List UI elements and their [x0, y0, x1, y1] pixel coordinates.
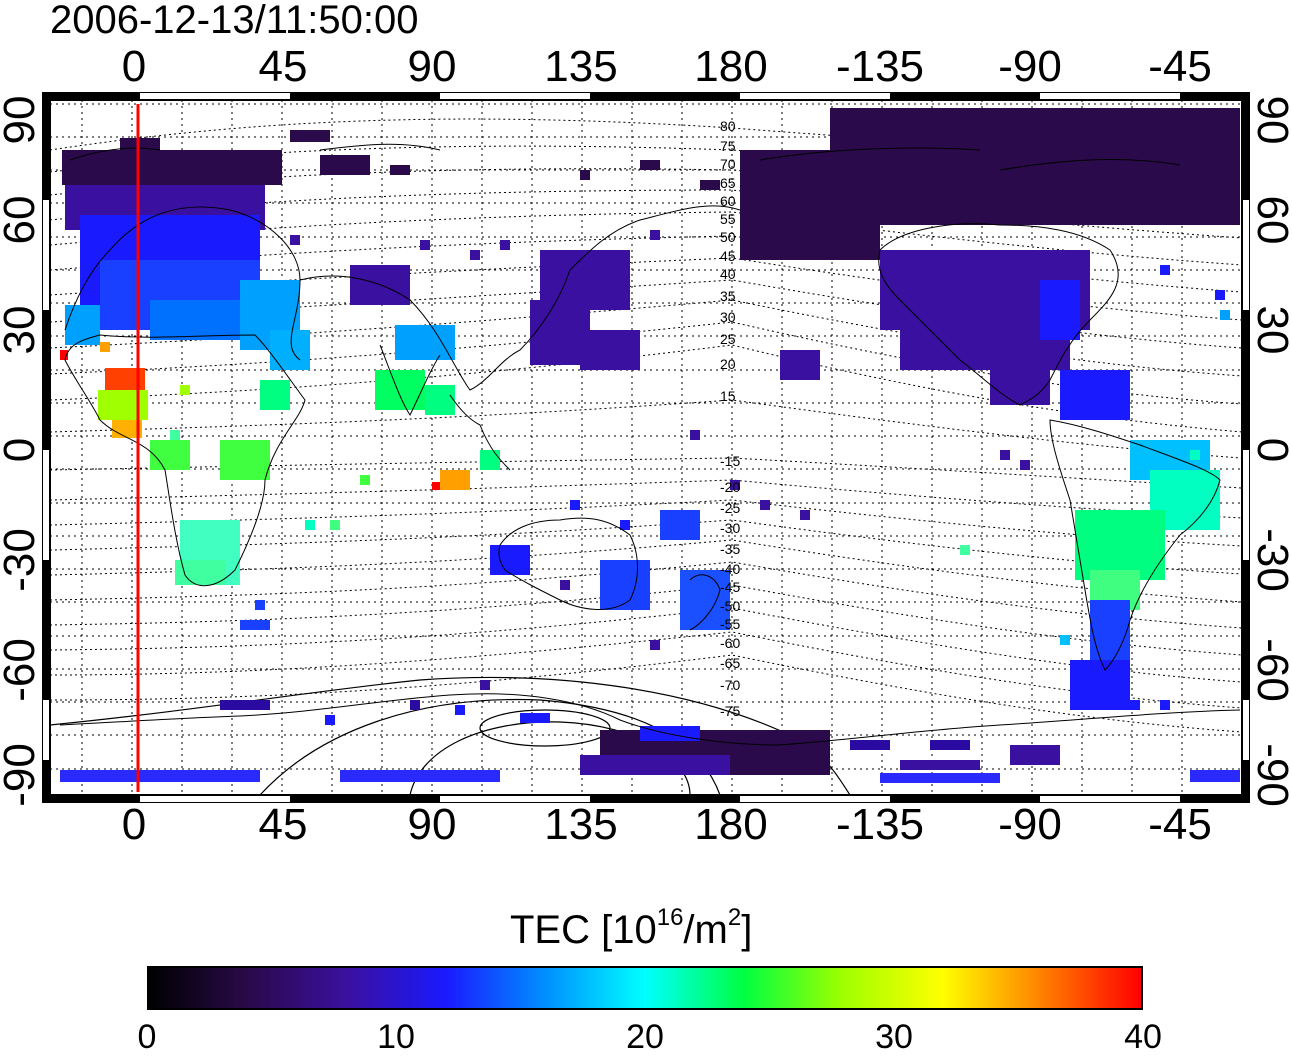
y-tick-right-3: 0	[1247, 438, 1292, 462]
contour-label-n65: 65	[720, 175, 736, 191]
contour-label-s20: -20	[720, 479, 740, 495]
y-tick-right-1: 60	[1248, 195, 1292, 245]
colorbar-gradient	[147, 966, 1143, 1010]
left-axis-bar	[42, 92, 50, 803]
y-tick-left-4: -30	[0, 528, 44, 592]
tec-world-map: 80 75 70 65 60 55 50 45 40 35 30 25 20 1…	[42, 92, 1250, 803]
colorbar-tick-1: 10	[377, 1018, 415, 1056]
x-tick-top-1: 45	[258, 42, 308, 91]
colorbar-title-main: TEC [10	[510, 908, 657, 952]
y-tick-left-0: 90	[0, 95, 44, 145]
y-tick-right-0: 90	[1248, 95, 1292, 145]
contour-label-n20: 20	[720, 356, 736, 372]
contour-label-n25: 25	[720, 331, 736, 347]
contour-label-s60: -60	[720, 635, 740, 651]
contour-label-s40: -40	[720, 561, 740, 577]
contour-label-n50: 50	[720, 229, 736, 245]
x-tick-top-4: 180	[694, 42, 768, 91]
y-tick-left-6: -90	[0, 743, 44, 807]
colorbar-title-end: ]	[741, 908, 753, 952]
x-tick-bottom-7: -45	[1148, 800, 1212, 849]
contour-label-n45: 45	[720, 248, 736, 264]
colorbar-tick-4: 40	[1124, 1018, 1162, 1056]
x-tick-bottom-4: 180	[694, 800, 768, 849]
axis-bar-gaps	[43, 93, 1249, 802]
map-timestamp-title: 2006-12-13/11:50:00	[50, 0, 419, 42]
contour-label-s15: -15	[720, 453, 740, 469]
colorbar-tick-3: 30	[875, 1018, 913, 1056]
contour-label-n35: 35	[720, 288, 736, 304]
tec-data-patches	[60, 108, 1240, 783]
x-tick-bottom-6: -90	[998, 800, 1062, 849]
contour-label-s50: -50	[720, 598, 740, 614]
contour-label-n40: 40	[720, 266, 736, 282]
y-tick-right-6: -90	[1248, 743, 1292, 807]
contour-label-n80: 80	[720, 118, 736, 134]
x-tick-top-0: 0	[121, 42, 147, 91]
contour-label-n70: 70	[720, 156, 736, 172]
contour-label-n55: 55	[720, 211, 736, 227]
y-tick-right-5: -60	[1248, 638, 1292, 702]
colorbar-tick-2: 20	[626, 1018, 664, 1056]
contour-label-n30: 30	[720, 309, 736, 325]
coastlines	[59, 143, 1241, 746]
contour-label-s30: -30	[720, 520, 740, 536]
colorbar-tick-0: 0	[137, 1018, 157, 1056]
x-tick-bottom-1: 45	[258, 800, 308, 849]
x-tick-top-5: -135	[835, 42, 925, 91]
colorbar-title-exp1: 16	[656, 904, 684, 931]
x-tick-bottom-2: 90	[407, 800, 457, 849]
x-tick-bottom-5: -135	[835, 800, 925, 849]
x-tick-top-7: -45	[1148, 42, 1212, 91]
contour-label-s55: -55	[720, 616, 740, 632]
x-tick-top-2: 90	[407, 42, 457, 91]
y-tick-left-3: 0	[0, 438, 45, 462]
contour-label-s35: -35	[720, 541, 740, 557]
contour-label-s70: -70	[720, 677, 740, 693]
colorbar-title-mid: /m	[683, 908, 728, 952]
x-tick-bottom-0: 0	[121, 800, 147, 849]
right-axis-bar	[1242, 92, 1250, 803]
contour-label-s45: -45	[720, 579, 740, 595]
colorbar-title-exp2: 2	[727, 904, 742, 931]
contour-label-s75: -75	[720, 703, 740, 719]
contour-label-n75: 75	[720, 138, 736, 154]
bottom-axis-bar	[50, 795, 1242, 803]
x-tick-top-6: -90	[998, 42, 1062, 91]
y-tick-right-2: 30	[1248, 305, 1292, 355]
contour-label-s25: -25	[720, 500, 740, 516]
y-tick-left-1: 60	[0, 195, 44, 245]
x-tick-top-3: 135	[544, 42, 618, 91]
colorbar-title: TEC [1016/m2]	[510, 904, 752, 953]
y-tick-left-5: -60	[0, 638, 44, 702]
y-tick-left-2: 30	[0, 305, 44, 355]
x-tick-bottom-3: 135	[544, 800, 618, 849]
y-tick-right-4: -30	[1248, 528, 1292, 592]
contour-label-n15: 15	[720, 388, 736, 404]
contour-label-n60: 60	[720, 193, 736, 209]
contour-labels: 80 75 70 65 60 55 50 45 40 35 30 25 20 1…	[720, 118, 740, 719]
top-axis-bar	[50, 92, 1242, 100]
contour-label-s65: -65	[720, 655, 740, 671]
